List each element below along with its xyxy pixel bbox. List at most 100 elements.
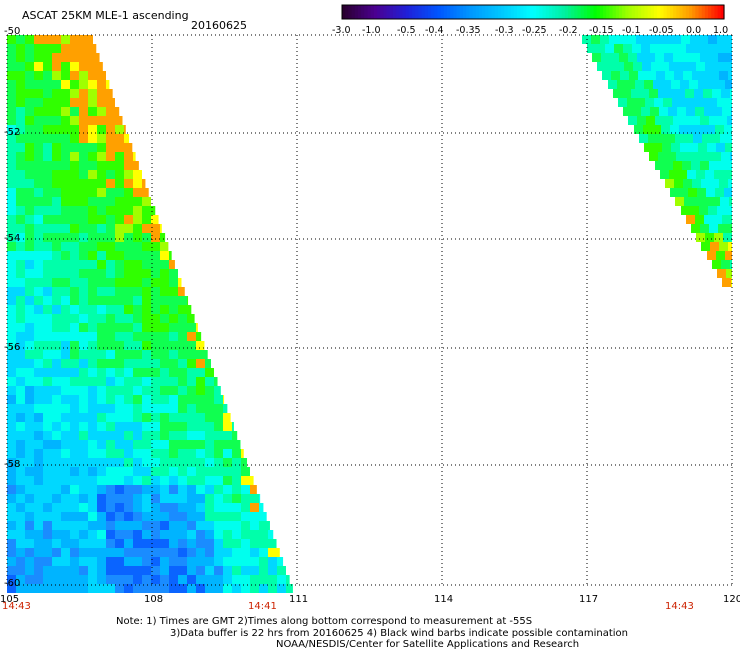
- swath-cell: [133, 485, 142, 494]
- swath-cell: [52, 287, 61, 296]
- swath-cell: [16, 170, 25, 179]
- swath-cell: [34, 296, 43, 305]
- swath-cell: [25, 503, 34, 512]
- swath-cell: [142, 521, 151, 530]
- swath-cell: [632, 107, 641, 116]
- swath-cell: [151, 224, 160, 233]
- swath-cell: [52, 233, 61, 242]
- lat-label-58: -58: [4, 459, 21, 470]
- swath-cell: [133, 566, 142, 575]
- swath-cell: [88, 377, 97, 386]
- swath-cell: [133, 224, 142, 233]
- swath-cell: [142, 296, 151, 305]
- footnote-line-2: 3)Data buffer is 22 hrs from 20160625 4)…: [170, 628, 628, 639]
- swath-cell: [178, 359, 187, 368]
- swath-cell: [70, 359, 79, 368]
- swath-cell: [142, 179, 146, 188]
- swath-cell: [151, 377, 160, 386]
- swath-cell: [43, 521, 52, 530]
- swath-cell: [79, 530, 88, 539]
- swath-cell: [88, 98, 97, 107]
- swath-cell: [34, 575, 43, 584]
- swath-cell: [684, 197, 693, 206]
- swath-cell: [205, 548, 214, 557]
- swath-cell: [106, 332, 115, 341]
- swath-cell: [660, 170, 669, 179]
- swath-cell: [52, 404, 61, 413]
- swath-cell: [70, 584, 79, 593]
- colorbar-segment: [450, 5, 455, 19]
- swath-cell: [151, 575, 160, 584]
- swath-cell: [169, 530, 178, 539]
- swath-cell: [61, 296, 70, 305]
- swath-cell: [673, 161, 682, 170]
- swath-cell: [232, 512, 241, 521]
- swath-cell: [25, 377, 34, 386]
- swath-cell: [160, 413, 169, 422]
- swath-cell: [88, 251, 97, 260]
- swath-cell: [160, 440, 169, 449]
- swath-cell: [196, 332, 202, 341]
- swath-cell: [214, 584, 223, 593]
- swath-cell: [88, 494, 97, 503]
- swath-cell: [196, 539, 205, 548]
- swath-cell: [115, 485, 124, 494]
- swath-cell: [232, 530, 241, 539]
- swath-cell: [34, 368, 43, 377]
- swath-cell: [25, 134, 34, 143]
- swath-cell: [61, 332, 70, 341]
- swath-cell: [25, 188, 34, 197]
- swath-cell: [106, 503, 115, 512]
- swath-cell: [178, 386, 187, 395]
- swath-cell: [115, 503, 124, 512]
- colorbar-segment: [628, 5, 633, 19]
- swath-cell: [250, 548, 259, 557]
- swath-cell: [214, 476, 223, 485]
- swath-cell: [52, 368, 61, 377]
- swath-cell: [124, 188, 133, 197]
- swath-cell: [106, 431, 115, 440]
- swath-cell: [16, 521, 25, 530]
- swath-cell: [124, 260, 133, 269]
- swath-cell: [268, 575, 277, 584]
- swath-cell: [25, 476, 34, 485]
- swath-cell: [178, 539, 187, 548]
- swath-cell: [717, 98, 726, 107]
- swath-cell: [250, 575, 259, 584]
- swath-cell: [169, 539, 178, 548]
- swath-cell: [719, 242, 728, 251]
- swath-cell: [629, 71, 638, 80]
- swath-cell: [88, 89, 97, 98]
- swath-cell: [151, 242, 160, 251]
- swath-cell: [7, 152, 16, 161]
- swath-cell: [628, 116, 637, 125]
- swath-cell: [169, 404, 178, 413]
- swath-cell: [97, 512, 106, 521]
- swath-cell: [610, 53, 619, 62]
- swath-cell: [79, 467, 88, 476]
- swath-cell: [70, 314, 79, 323]
- swath-cell: [7, 71, 16, 80]
- swath-cell: [721, 260, 730, 269]
- swath-cell: [70, 98, 79, 107]
- swath-cell: [43, 440, 52, 449]
- swath-cell: [142, 332, 151, 341]
- swath-cell: [79, 44, 88, 53]
- swath-cell: [70, 197, 79, 206]
- swath-cell: [106, 125, 115, 134]
- swath-cell: [142, 251, 151, 260]
- colorbar-segment: [663, 5, 668, 19]
- swath-cell: [592, 53, 601, 62]
- swath-cell: [97, 314, 106, 323]
- colorbar-segment: [612, 5, 617, 19]
- swath-cell: [115, 305, 124, 314]
- swath-cell: [79, 476, 88, 485]
- swath-cell: [16, 305, 25, 314]
- swath-cell: [133, 458, 142, 467]
- swath-cell: [169, 323, 178, 332]
- swath-cell: [187, 368, 196, 377]
- colorbar-segment: [666, 5, 671, 19]
- swath-cell: [61, 323, 70, 332]
- lat-label-52: -52: [4, 127, 21, 138]
- swath-cell: [286, 575, 290, 584]
